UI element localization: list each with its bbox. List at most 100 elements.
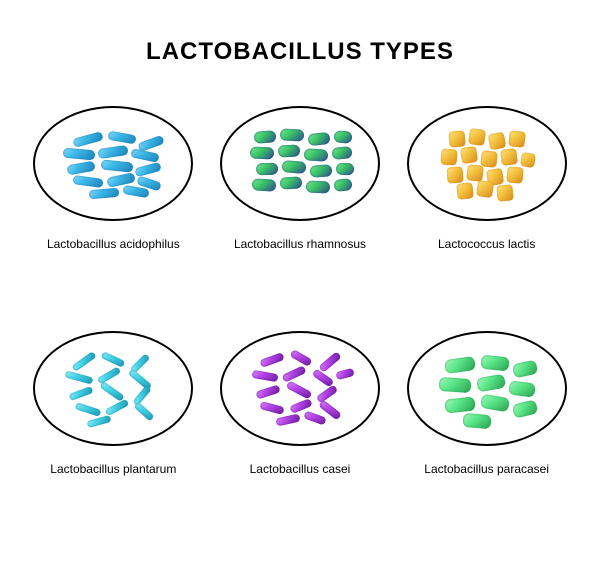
bacterium-cell bbox=[252, 178, 277, 192]
bacterium-cell bbox=[280, 176, 303, 189]
bacteria-cluster bbox=[427, 125, 547, 203]
bacterium-cell bbox=[108, 130, 137, 144]
bacterium-cell bbox=[73, 174, 104, 187]
bacterium-cell bbox=[251, 369, 278, 381]
bacteria-item-casei: Lactobacillus casei bbox=[217, 331, 384, 476]
bacteria-item-plantarum: Lactobacillus plantarum bbox=[30, 331, 197, 476]
bacterium-cell bbox=[275, 413, 300, 426]
bacterium-cell bbox=[508, 130, 526, 148]
bacterium-cell bbox=[462, 412, 491, 428]
bacteria-item-rhamnosus: Lactobacillus rhamnosus bbox=[217, 106, 384, 251]
bacterium-cell bbox=[87, 415, 112, 428]
bacterium-cell bbox=[331, 146, 352, 160]
bacterium-cell bbox=[480, 150, 497, 167]
bacterium-cell bbox=[496, 184, 513, 201]
bacteria-label: Lactococcus lactis bbox=[438, 237, 535, 251]
bacterium-cell bbox=[101, 351, 126, 367]
bacteria-item-paracasei: Lactobacillus paracasei bbox=[403, 331, 570, 476]
bacteria-cluster bbox=[53, 125, 173, 203]
bacterium-cell bbox=[335, 367, 354, 379]
bacteria-cluster bbox=[53, 350, 173, 428]
bacterium-cell bbox=[107, 172, 136, 188]
bacterium-cell bbox=[438, 376, 471, 392]
bacterium-cell bbox=[65, 370, 94, 384]
bacteria-cluster bbox=[427, 350, 547, 428]
bacteria-grid: Lactobacillus acidophilus Lactobacillus r… bbox=[30, 106, 570, 476]
petri-dish-casei bbox=[220, 331, 380, 446]
petri-dish-plantarum bbox=[33, 331, 193, 446]
petri-dish-paracasei bbox=[407, 331, 567, 446]
page-title: LACTOBACILLUS TYPES bbox=[146, 38, 454, 66]
bacteria-label: Lactobacillus casei bbox=[250, 462, 351, 476]
bacteria-item-acidophilus: Lactobacillus acidophilus bbox=[30, 106, 197, 251]
bacterium-cell bbox=[72, 351, 97, 372]
bacterium-cell bbox=[75, 402, 102, 417]
bacterium-cell bbox=[444, 396, 475, 413]
petri-dish-acidophilus bbox=[33, 106, 193, 221]
bacterium-cell bbox=[316, 384, 339, 403]
bacterium-cell bbox=[446, 166, 463, 183]
bacterium-cell bbox=[476, 373, 506, 392]
bacterium-cell bbox=[281, 365, 306, 382]
bacterium-cell bbox=[333, 130, 352, 144]
bacterium-cell bbox=[306, 180, 330, 193]
bacterium-cell bbox=[280, 128, 305, 141]
bacterium-cell bbox=[278, 144, 301, 157]
petri-dish-rhamnosus bbox=[220, 106, 380, 221]
bacterium-cell bbox=[500, 148, 518, 166]
bacterium-cell bbox=[466, 164, 484, 182]
bacterium-cell bbox=[138, 134, 166, 151]
bacterium-cell bbox=[67, 160, 96, 175]
bacterium-cell bbox=[89, 187, 120, 199]
bacterium-cell bbox=[254, 130, 277, 144]
bacterium-cell bbox=[508, 380, 536, 397]
bacterium-cell bbox=[101, 159, 134, 172]
bacterium-cell bbox=[289, 349, 312, 367]
bacterium-cell bbox=[256, 162, 278, 175]
bacterium-cell bbox=[460, 145, 478, 163]
bacterium-cell bbox=[286, 380, 313, 399]
bacterium-cell bbox=[69, 386, 94, 401]
bacterium-cell bbox=[333, 178, 352, 192]
bacterium-cell bbox=[304, 148, 329, 162]
bacteria-label: Lactobacillus paracasei bbox=[424, 462, 549, 476]
bacterium-cell bbox=[135, 161, 162, 176]
bacteria-label: Lactobacillus rhamnosus bbox=[234, 237, 366, 251]
bacteria-label: Lactobacillus acidophilus bbox=[47, 237, 180, 251]
bacterium-cell bbox=[318, 351, 342, 373]
bacterium-cell bbox=[511, 399, 538, 418]
bacterium-cell bbox=[444, 355, 476, 373]
bacteria-cluster bbox=[240, 125, 360, 203]
bacterium-cell bbox=[255, 384, 280, 399]
petri-dish-lactis bbox=[407, 106, 567, 221]
bacterium-cell bbox=[63, 147, 96, 160]
bacterium-cell bbox=[259, 401, 284, 415]
bacterium-cell bbox=[282, 159, 307, 173]
bacterium-cell bbox=[307, 131, 330, 145]
bacterium-cell bbox=[448, 130, 465, 147]
bacteria-cluster bbox=[240, 350, 360, 428]
bacterium-cell bbox=[487, 131, 506, 150]
bacterium-cell bbox=[310, 164, 333, 178]
bacterium-cell bbox=[336, 162, 355, 175]
bacterium-cell bbox=[250, 146, 274, 159]
bacterium-cell bbox=[520, 151, 536, 167]
bacterium-cell bbox=[480, 354, 509, 371]
bacterium-cell bbox=[105, 398, 129, 415]
bacterium-cell bbox=[100, 381, 125, 402]
bacterium-cell bbox=[134, 401, 155, 421]
bacterium-cell bbox=[440, 148, 457, 165]
bacterium-cell bbox=[506, 166, 523, 183]
bacteria-label: Lactobacillus plantarum bbox=[50, 462, 176, 476]
bacterium-cell bbox=[476, 179, 494, 197]
bacteria-item-lactis: Lactococcus lactis bbox=[403, 106, 570, 251]
bacterium-cell bbox=[97, 366, 121, 384]
bacterium-cell bbox=[468, 127, 486, 145]
bacterium-cell bbox=[511, 359, 537, 378]
bacterium-cell bbox=[73, 131, 104, 147]
bacterium-cell bbox=[456, 182, 474, 200]
bacterium-cell bbox=[480, 393, 510, 412]
bacterium-cell bbox=[98, 144, 129, 158]
bacterium-cell bbox=[259, 352, 284, 368]
bacterium-cell bbox=[303, 410, 326, 425]
